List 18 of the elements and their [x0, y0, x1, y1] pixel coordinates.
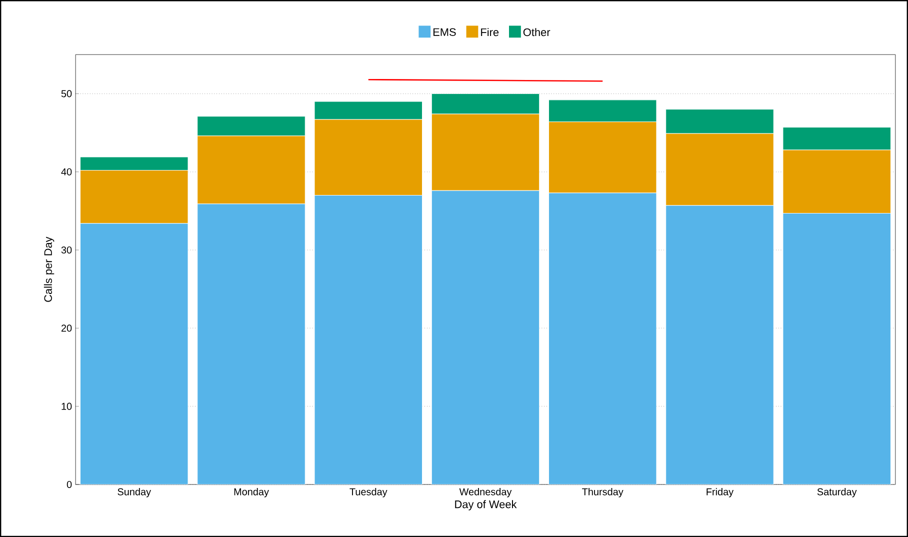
x-axis-title: Day of Week — [455, 500, 517, 510]
x-tick-label: Wednesday — [459, 488, 512, 498]
y-tick-label: 50 — [61, 90, 72, 98]
x-tick-label: Saturday — [817, 488, 857, 498]
x-tick-label: Monday — [234, 488, 269, 498]
legend-label: Other — [523, 28, 550, 36]
y-tick-label: 20 — [61, 324, 72, 332]
y-tick-label: 10 — [62, 402, 72, 410]
legend-label: Fire — [481, 28, 499, 36]
x-tick-label: Tuesday — [350, 488, 388, 498]
y-tick-label: 30 — [61, 246, 72, 254]
legend-label: EMS — [433, 28, 456, 36]
x-tick-label: Thursday — [582, 488, 624, 498]
x-tick-label: Sunday — [118, 488, 152, 498]
y-tick-label: 0 — [66, 480, 72, 488]
y-tick-label: 40 — [61, 168, 72, 176]
x-tick-label: Friday — [706, 488, 734, 498]
y-axis-title: Calls per Day — [44, 236, 54, 302]
